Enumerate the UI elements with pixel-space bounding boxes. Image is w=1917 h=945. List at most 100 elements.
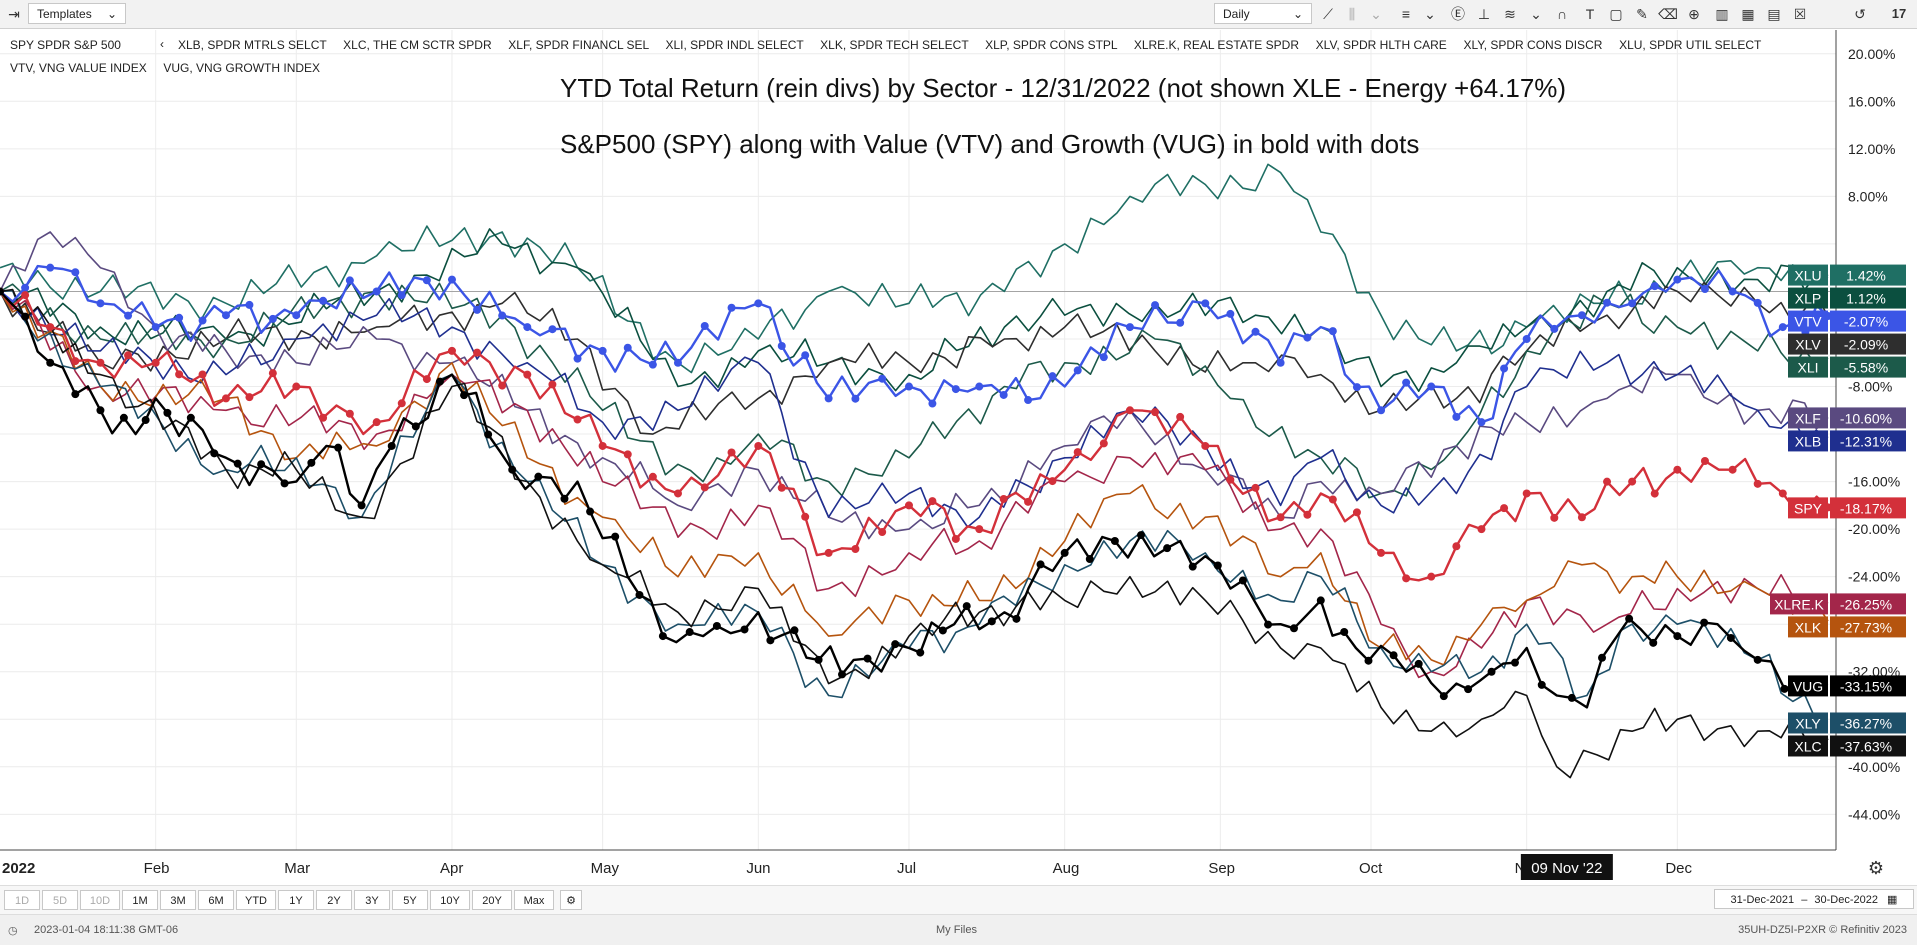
range-button-1m[interactable]: 1M (122, 890, 158, 910)
series-point-vtv (422, 276, 431, 285)
series-point-spy (878, 528, 887, 537)
series-point-spy (1700, 457, 1709, 466)
end-tag-xlf (1788, 407, 1828, 429)
export-icon[interactable]: ▤ (1767, 6, 1781, 22)
end-value-box-xly (1830, 712, 1906, 734)
x-tick-label: Feb (144, 860, 170, 877)
series-point-vtv (1201, 299, 1210, 308)
refresh-icon[interactable]: ↺ (1854, 6, 1866, 22)
series-point-spy (1477, 525, 1486, 534)
date-range-display[interactable]: 31-Dec-2021 – 30-Dec-2022 ▦ (1714, 889, 1914, 909)
end-value-box-xlf (1830, 407, 1906, 429)
series-point-vtv (1628, 299, 1637, 308)
series-point-spy (1328, 495, 1337, 504)
sidebar-toggle-icon[interactable]: ⇥ (8, 6, 20, 22)
range-button-10d[interactable]: 10D (80, 890, 120, 910)
series-point-vtv (1477, 418, 1486, 427)
series-point-spy (700, 483, 709, 492)
series-point-vug (210, 449, 219, 458)
end-value-label: -12.31% (1840, 433, 1892, 449)
series-point-vtv (801, 351, 810, 360)
series-point-vug (863, 654, 872, 663)
series-point-vug (1753, 655, 1762, 664)
templates-dropdown[interactable]: Templates ⌄ (28, 3, 126, 24)
end-tag-xly (1788, 712, 1828, 734)
table-icon[interactable]: ▦ (1741, 6, 1755, 22)
range-button-1d[interactable]: 1D (4, 890, 40, 910)
series-point-spy (1778, 489, 1787, 498)
series-point-vug (1163, 544, 1172, 553)
close-icon[interactable]: ☒ (1793, 6, 1807, 22)
end-tag-name: SPY (1794, 500, 1823, 516)
range-button-3m[interactable]: 3M (160, 890, 196, 910)
legend-collapse-icon[interactable]: ‹ (160, 37, 164, 51)
series-point-vug (611, 532, 620, 541)
text-tool-icon[interactable]: T (1585, 6, 1595, 22)
range-button-ytd[interactable]: YTD (236, 890, 276, 910)
series-point-spy (1673, 465, 1682, 474)
series-point-vtv (1650, 282, 1659, 291)
date-range-start: 31-Dec-2021 (1730, 894, 1795, 906)
series-line-xlb (0, 290, 1829, 528)
chevron-down-icon[interactable]: ⌄ (1370, 6, 1382, 22)
zoom-icon[interactable]: ⊕ (1688, 6, 1700, 22)
series-point-vtv (851, 394, 860, 403)
legend-primary[interactable]: SPY SPDR S&P 500 (10, 38, 121, 52)
layers-icon[interactable]: ≡ (1401, 6, 1411, 22)
range-button-5y[interactable]: 5Y (392, 890, 428, 910)
series-point-vug (1110, 537, 1119, 546)
series-point-vtv (951, 385, 960, 394)
series-point-vug (307, 458, 316, 467)
end-tag-xlv (1788, 333, 1828, 355)
settings-gear-icon[interactable]: ⚙ (1868, 858, 1884, 878)
end-value-label: 1.42% (1846, 268, 1886, 284)
series-point-vtv (1176, 318, 1185, 327)
range-settings-icon[interactable]: ⚙ (560, 890, 582, 910)
legend-items[interactable]: XLB, SPDR MTRLS SELCT XLC, THE CM SCTR S… (178, 38, 1762, 52)
eraser-icon[interactable]: ⌫ (1658, 6, 1678, 22)
chevron-down-icon[interactable]: ⌄ (1424, 6, 1436, 22)
series-point-vtv (21, 283, 30, 292)
range-button-max[interactable]: Max (514, 890, 554, 910)
range-button-3y[interactable]: 3Y (354, 890, 390, 910)
range-button-10y[interactable]: 10Y (430, 890, 470, 910)
range-button-20y[interactable]: 20Y (472, 890, 512, 910)
end-value-label: -33.15% (1840, 678, 1892, 694)
line-chart-icon[interactable]: ⟋ (1323, 6, 1333, 22)
event-icon[interactable]: Ⓔ (1451, 6, 1465, 22)
magnet-icon[interactable]: ∩ (1556, 6, 1568, 22)
series-point-spy (1176, 412, 1185, 421)
range-button-1y[interactable]: 1Y (278, 890, 314, 910)
series-point-vtv (221, 311, 230, 320)
series-point-vug (46, 358, 55, 367)
series-point-vtv (1427, 382, 1436, 391)
end-tag-name: XLC (1794, 738, 1821, 754)
chevron-down-icon[interactable]: ⌄ (1530, 6, 1542, 22)
studies-icon[interactable]: ≋ (1504, 6, 1516, 22)
range-button-6m[interactable]: 6M (198, 890, 234, 910)
shape-tool-icon[interactable]: ▢ (1609, 6, 1623, 22)
range-button-5d[interactable]: 5D (42, 890, 78, 910)
chart-type-icon[interactable]: ▥ (1715, 6, 1729, 22)
series-point-spy (175, 370, 184, 379)
end-tag-name: XLB (1795, 433, 1821, 449)
end-value-box-xli (1830, 356, 1906, 378)
crosshair-label-box (1520, 854, 1613, 880)
series-point-vtv (623, 343, 632, 352)
edit-icon[interactable]: ✎ (1636, 6, 1648, 22)
range-button-2y[interactable]: 2Y (316, 890, 352, 910)
series-point-spy (623, 450, 632, 459)
end-tag-name: XLK (1795, 619, 1822, 635)
crosshair-icon[interactable]: ⊥ (1477, 6, 1491, 22)
series-point-vtv (1801, 327, 1810, 336)
legend-items[interactable]: VTV, VNG VALUE INDEX VUG, VNG GROWTH IND… (10, 61, 321, 75)
series-point-vtv (1073, 366, 1082, 375)
series-point-vug (1649, 638, 1658, 647)
interval-dropdown[interactable]: Daily ⌄ (1214, 3, 1312, 24)
series-point-vtv (1151, 301, 1160, 310)
candle-chart-icon[interactable]: ⫼ (1348, 6, 1356, 22)
status-center[interactable]: My Files (936, 924, 977, 936)
end-tag-xlre.k (1770, 593, 1828, 615)
series-point-vug (411, 422, 420, 431)
series-point-spy (904, 501, 913, 510)
